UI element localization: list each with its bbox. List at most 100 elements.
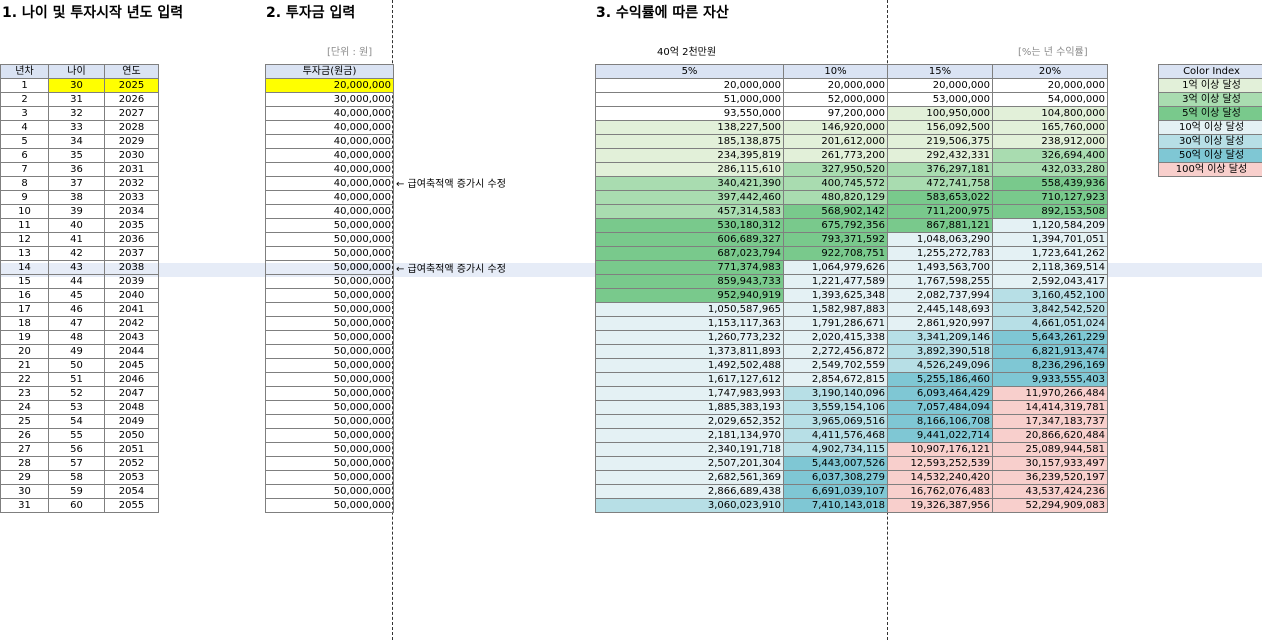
- age-cell[interactable]: 7: [0, 162, 49, 177]
- investment-cell[interactable]: 50,000,000: [265, 442, 394, 457]
- asset-cell[interactable]: 2,340,191,718: [595, 442, 784, 457]
- investment-cell[interactable]: 50,000,000: [265, 344, 394, 359]
- asset-cell[interactable]: 292,432,331: [887, 148, 993, 163]
- age-cell[interactable]: 38: [48, 190, 105, 205]
- asset-cell[interactable]: 12,593,252,539: [887, 456, 993, 471]
- age-cell[interactable]: 30: [0, 484, 49, 499]
- asset-cell[interactable]: 376,297,181: [887, 162, 993, 177]
- age-cell[interactable]: 2026: [104, 92, 159, 107]
- asset-cell[interactable]: 2,445,148,693: [887, 302, 993, 317]
- asset-cell[interactable]: 2,854,672,815: [783, 372, 888, 387]
- asset-cell[interactable]: 480,820,129: [783, 190, 888, 205]
- investment-cell[interactable]: 40,000,000: [265, 148, 394, 163]
- asset-cell[interactable]: 5,443,007,526: [783, 456, 888, 471]
- asset-cell[interactable]: 1,582,987,883: [783, 302, 888, 317]
- asset-cell[interactable]: 1,723,641,262: [992, 246, 1108, 261]
- asset-cell[interactable]: 286,115,610: [595, 162, 784, 177]
- age-cell[interactable]: 49: [48, 344, 105, 359]
- age-cell[interactable]: 6: [0, 148, 49, 163]
- investment-cell[interactable]: 40,000,000: [265, 190, 394, 205]
- color-index-cell[interactable]: 100억 이상 달성: [1158, 162, 1262, 177]
- age-cell[interactable]: 55: [48, 428, 105, 443]
- asset-cell[interactable]: 165,760,000: [992, 120, 1108, 135]
- asset-cell[interactable]: 4,902,734,115: [783, 442, 888, 457]
- asset-cell[interactable]: 6,037,308,279: [783, 470, 888, 485]
- age-cell[interactable]: 43: [48, 260, 105, 275]
- asset-cell[interactable]: 185,138,875: [595, 134, 784, 149]
- investment-cell[interactable]: 40,000,000: [265, 204, 394, 219]
- asset-cell[interactable]: 30,157,933,497: [992, 456, 1108, 471]
- age-cell[interactable]: 23: [0, 386, 49, 401]
- color-index-header[interactable]: Color Index: [1158, 64, 1262, 79]
- asset-cell[interactable]: 867,881,121: [887, 218, 993, 233]
- age-cell[interactable]: 2047: [104, 386, 159, 401]
- age-cell[interactable]: 2027: [104, 106, 159, 121]
- investment-cell[interactable]: 50,000,000: [265, 330, 394, 345]
- asset-cell[interactable]: 472,741,758: [887, 176, 993, 191]
- asset-cell[interactable]: 3,559,154,106: [783, 400, 888, 415]
- age-cell[interactable]: 27: [0, 442, 49, 457]
- investment-cell[interactable]: 50,000,000: [265, 218, 394, 233]
- age-cell[interactable]: 2035: [104, 218, 159, 233]
- age-cell[interactable]: 2032: [104, 176, 159, 191]
- age-cell[interactable]: 2034: [104, 204, 159, 219]
- asset-header-cell[interactable]: 15%: [887, 64, 993, 79]
- age-cell[interactable]: 2044: [104, 344, 159, 359]
- asset-cell[interactable]: 4,526,249,096: [887, 358, 993, 373]
- asset-cell[interactable]: 432,033,280: [992, 162, 1108, 177]
- asset-cell[interactable]: 3,060,023,910: [595, 498, 784, 513]
- investment-cell[interactable]: 30,000,000: [265, 92, 394, 107]
- asset-cell[interactable]: 568,902,142: [783, 204, 888, 219]
- age-cell[interactable]: 48: [48, 330, 105, 345]
- age-cell[interactable]: 32: [48, 106, 105, 121]
- asset-cell[interactable]: 558,439,936: [992, 176, 1108, 191]
- asset-cell[interactable]: 675,792,356: [783, 218, 888, 233]
- age-cell[interactable]: 2043: [104, 330, 159, 345]
- asset-cell[interactable]: 892,153,508: [992, 204, 1108, 219]
- asset-cell[interactable]: 793,371,592: [783, 232, 888, 247]
- age-cell[interactable]: 2039: [104, 274, 159, 289]
- asset-cell[interactable]: 43,537,424,236: [992, 484, 1108, 499]
- age-cell[interactable]: 24: [0, 400, 49, 415]
- asset-cell[interactable]: 859,943,733: [595, 274, 784, 289]
- color-index-cell[interactable]: 3억 이상 달성: [1158, 92, 1262, 107]
- age-cell[interactable]: 54: [48, 414, 105, 429]
- age-cell[interactable]: 33: [48, 120, 105, 135]
- asset-cell[interactable]: 1,492,502,488: [595, 358, 784, 373]
- age-cell[interactable]: 21: [0, 358, 49, 373]
- age-cell[interactable]: 25: [0, 414, 49, 429]
- age-cell[interactable]: 2045: [104, 358, 159, 373]
- investment-cell[interactable]: 50,000,000: [265, 372, 394, 387]
- age-cell[interactable]: 2049: [104, 414, 159, 429]
- asset-cell[interactable]: 771,374,983: [595, 260, 784, 275]
- investment-cell[interactable]: 50,000,000: [265, 246, 394, 261]
- asset-cell[interactable]: 3,160,452,100: [992, 288, 1108, 303]
- age-cell[interactable]: 19: [0, 330, 49, 345]
- asset-cell[interactable]: 7,057,484,094: [887, 400, 993, 415]
- asset-cell[interactable]: 6,691,039,107: [783, 484, 888, 499]
- asset-cell[interactable]: 20,000,000: [783, 78, 888, 93]
- age-cell[interactable]: 60: [48, 498, 105, 513]
- asset-cell[interactable]: 1,373,811,893: [595, 344, 784, 359]
- asset-cell[interactable]: 1,153,117,363: [595, 316, 784, 331]
- asset-cell[interactable]: 20,000,000: [992, 78, 1108, 93]
- asset-cell[interactable]: 53,000,000: [887, 92, 993, 107]
- age-cell[interactable]: 20: [0, 344, 49, 359]
- asset-cell[interactable]: 2,272,456,872: [783, 344, 888, 359]
- investment-cell[interactable]: 50,000,000: [265, 414, 394, 429]
- asset-cell[interactable]: 2,861,920,997: [887, 316, 993, 331]
- investment-header-cell[interactable]: 투자금(원금): [265, 64, 394, 79]
- investment-cell[interactable]: 50,000,000: [265, 400, 394, 415]
- asset-cell[interactable]: 17,347,183,737: [992, 414, 1108, 429]
- age-cell[interactable]: 30: [48, 78, 105, 93]
- age-cell[interactable]: 1: [0, 78, 49, 93]
- age-cell[interactable]: 39: [48, 204, 105, 219]
- age-cell[interactable]: 2036: [104, 232, 159, 247]
- investment-cell[interactable]: 40,000,000: [265, 162, 394, 177]
- color-index-cell[interactable]: 1억 이상 달성: [1158, 78, 1262, 93]
- age-cell[interactable]: 3: [0, 106, 49, 121]
- asset-cell[interactable]: 952,940,919: [595, 288, 784, 303]
- asset-cell[interactable]: 16,762,076,483: [887, 484, 993, 499]
- age-cell[interactable]: 28: [0, 456, 49, 471]
- asset-cell[interactable]: 922,708,751: [783, 246, 888, 261]
